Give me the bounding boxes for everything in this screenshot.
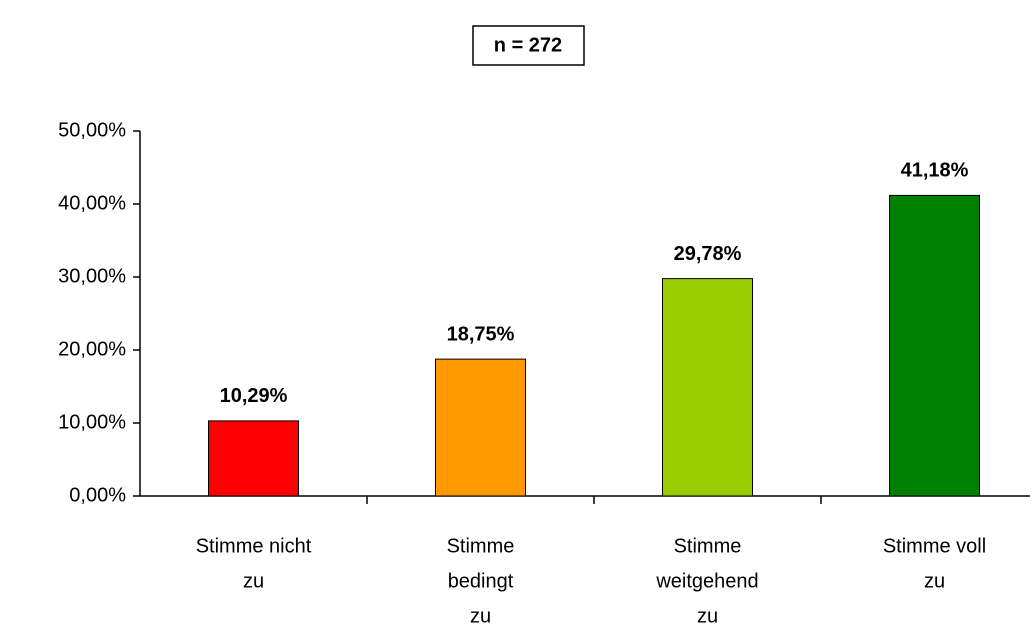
x-tick-label: Stimme [447,535,515,557]
y-tick-label: 20,00% [58,338,126,360]
x-tick-label: weitgehend [655,570,758,592]
chart-title: n = 272 [494,34,562,56]
y-tick-label: 30,00% [58,265,126,287]
value-label: 10,29% [220,385,288,407]
title-box [472,25,585,66]
x-tick-label: Stimme voll [883,535,986,557]
x-tick-label: zu [243,570,264,592]
y-tick-label: 40,00% [58,192,126,214]
y-tick-label: 10,00% [58,411,126,433]
x-tick-label: Stimme [674,535,742,557]
value-label: 18,75% [447,323,515,345]
x-tick-label: zu [924,570,945,592]
bar [662,278,753,497]
bar [208,420,299,497]
y-tick-label: 0,00% [69,484,126,506]
bar [889,194,980,497]
y-tick-label: 50,00% [58,119,126,141]
bar [435,358,526,497]
x-tick-label: bedingt [448,570,514,592]
value-label: 29,78% [674,243,742,265]
x-tick-label: zu [697,605,718,627]
x-tick-label: zu [470,605,491,627]
value-label: 41,18% [901,160,969,182]
x-tick-label: Stimme nicht [196,535,312,557]
